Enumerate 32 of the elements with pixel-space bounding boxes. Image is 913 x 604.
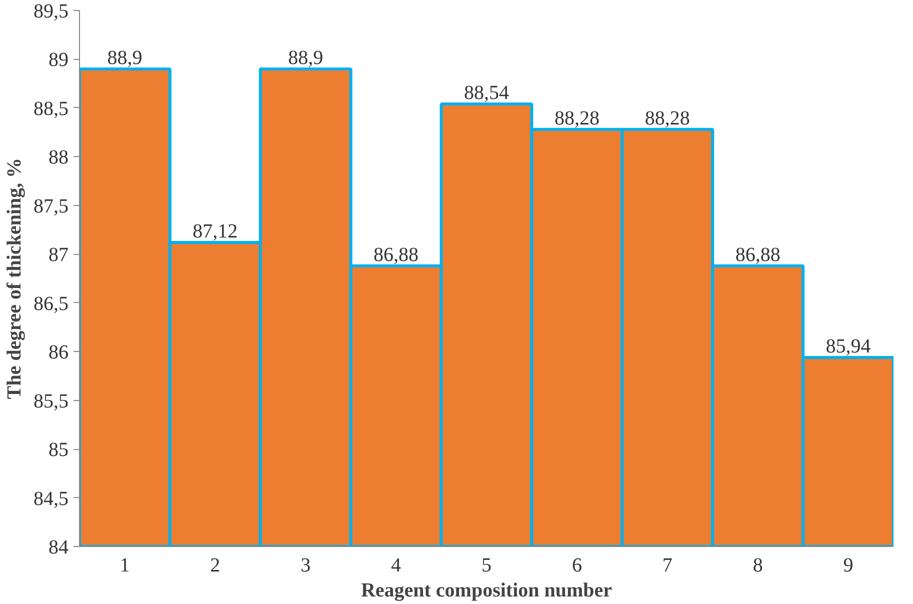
x-tick-label: 1 [120,554,130,576]
x-tick-label: 6 [572,554,582,576]
y-axis-title: The degree of thickening, % [4,158,26,400]
x-tick-label: 9 [843,554,854,576]
data-label: 88,9 [288,46,324,69]
data-label: 88,9 [107,46,142,69]
data-label: 85,94 [826,335,871,358]
x-tick-label: 7 [662,554,672,576]
x-axis-title: Reagent composition number [360,580,612,602]
data-label: 88,28 [644,107,690,130]
y-tick-label: 88 [48,146,68,169]
y-tick-label: 84 [48,536,68,558]
x-tick-label: 3 [300,554,311,576]
y-tick-label: 87 [48,244,68,266]
y-tick-label: 87,5 [34,195,68,218]
y-tick-label: 85 [48,439,68,462]
data-label: 86,88 [735,244,780,266]
y-tick-label: 89,5 [34,0,68,22]
data-label: 88,54 [464,82,509,104]
x-tick-label: 5 [482,554,492,576]
data-label: 88,28 [554,107,600,130]
data-label: 87,12 [192,220,238,242]
x-tick-label: 2 [210,554,220,576]
y-tick-label: 86 [48,342,68,364]
y-tick-label: 88,5 [34,98,68,120]
x-tick-label: 8 [752,554,763,576]
data-label: 86,88 [374,244,419,266]
y-tick-label: 85,5 [34,390,68,412]
y-tick-label: 89 [48,49,68,72]
x-tick-label: 4 [391,554,402,576]
y-tick-label: 84,5 [34,488,68,510]
y-tick-label: 86,5 [34,292,68,315]
